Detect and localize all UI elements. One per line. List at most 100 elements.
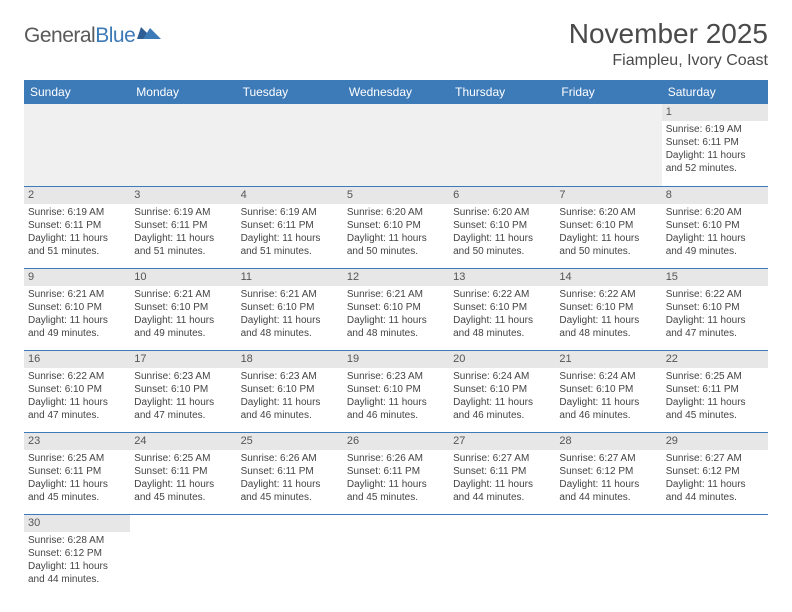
sunrise-line: Sunrise: 6:20 AM: [666, 206, 764, 219]
sunrise-line: Sunrise: 6:19 AM: [28, 206, 126, 219]
sunrise-line: Sunrise: 6:19 AM: [241, 206, 339, 219]
daylight-line: Daylight: 11 hours and 46 minutes.: [453, 396, 551, 422]
sunset-line: Sunset: 6:12 PM: [559, 465, 657, 478]
daylight-line: Daylight: 11 hours and 46 minutes.: [347, 396, 445, 422]
sunrise-line: Sunrise: 6:25 AM: [666, 370, 764, 383]
day-details: Sunrise: 6:20 AMSunset: 6:10 PMDaylight:…: [449, 204, 555, 261]
day-number: 13: [449, 269, 555, 286]
day-number: 7: [555, 187, 661, 204]
sunset-line: Sunset: 6:11 PM: [347, 465, 445, 478]
day-details: Sunrise: 6:23 AMSunset: 6:10 PMDaylight:…: [343, 368, 449, 425]
day-number: 26: [343, 433, 449, 450]
daylight-line: Daylight: 11 hours and 50 minutes.: [453, 232, 551, 258]
calendar-cell: 14Sunrise: 6:22 AMSunset: 6:10 PMDayligh…: [555, 268, 661, 350]
day-number: 24: [130, 433, 236, 450]
location: Fiampleu, Ivory Coast: [569, 52, 768, 70]
month-title: November 2025: [569, 18, 768, 50]
day-number: 25: [237, 433, 343, 450]
day-details: Sunrise: 6:28 AMSunset: 6:12 PMDaylight:…: [24, 532, 130, 589]
sunset-line: Sunset: 6:10 PM: [559, 301, 657, 314]
calendar-cell: [343, 514, 449, 596]
calendar-page: General Blue November 2025 Fiampleu, Ivo…: [0, 0, 792, 606]
calendar-table: SundayMondayTuesdayWednesdayThursdayFrid…: [24, 80, 768, 596]
header: General Blue November 2025 Fiampleu, Ivo…: [24, 18, 768, 70]
daylight-line: Daylight: 11 hours and 45 minutes.: [666, 396, 764, 422]
day-number: 22: [662, 351, 768, 368]
day-details: Sunrise: 6:21 AMSunset: 6:10 PMDaylight:…: [130, 286, 236, 343]
day-header: Monday: [130, 80, 236, 104]
calendar-cell: [237, 104, 343, 186]
daylight-line: Daylight: 11 hours and 51 minutes.: [28, 232, 126, 258]
day-details: Sunrise: 6:23 AMSunset: 6:10 PMDaylight:…: [130, 368, 236, 425]
daylight-line: Daylight: 11 hours and 52 minutes.: [666, 149, 764, 175]
daylight-line: Daylight: 11 hours and 50 minutes.: [559, 232, 657, 258]
calendar-cell: [130, 514, 236, 596]
day-details: Sunrise: 6:27 AMSunset: 6:12 PMDaylight:…: [662, 450, 768, 507]
sunset-line: Sunset: 6:10 PM: [241, 301, 339, 314]
sunset-line: Sunset: 6:10 PM: [241, 383, 339, 396]
day-header: Thursday: [449, 80, 555, 104]
sunrise-line: Sunrise: 6:21 AM: [347, 288, 445, 301]
sunrise-line: Sunrise: 6:20 AM: [347, 206, 445, 219]
sunrise-line: Sunrise: 6:21 AM: [241, 288, 339, 301]
day-number: 8: [662, 187, 768, 204]
day-header-row: SundayMondayTuesdayWednesdayThursdayFrid…: [24, 80, 768, 104]
day-details: Sunrise: 6:26 AMSunset: 6:11 PMDaylight:…: [237, 450, 343, 507]
day-details: Sunrise: 6:20 AMSunset: 6:10 PMDaylight:…: [555, 204, 661, 261]
day-details: Sunrise: 6:21 AMSunset: 6:10 PMDaylight:…: [237, 286, 343, 343]
sunset-line: Sunset: 6:11 PM: [134, 219, 232, 232]
day-details: Sunrise: 6:20 AMSunset: 6:10 PMDaylight:…: [662, 204, 768, 261]
sunset-line: Sunset: 6:10 PM: [453, 219, 551, 232]
calendar-cell: 1Sunrise: 6:19 AMSunset: 6:11 PMDaylight…: [662, 104, 768, 186]
calendar-cell: 3Sunrise: 6:19 AMSunset: 6:11 PMDaylight…: [130, 186, 236, 268]
day-number: 6: [449, 187, 555, 204]
day-details: Sunrise: 6:24 AMSunset: 6:10 PMDaylight:…: [449, 368, 555, 425]
sunrise-line: Sunrise: 6:19 AM: [134, 206, 232, 219]
sunrise-line: Sunrise: 6:22 AM: [28, 370, 126, 383]
sunrise-line: Sunrise: 6:19 AM: [666, 123, 764, 136]
day-header: Friday: [555, 80, 661, 104]
calendar-cell: 10Sunrise: 6:21 AMSunset: 6:10 PMDayligh…: [130, 268, 236, 350]
daylight-line: Daylight: 11 hours and 46 minutes.: [241, 396, 339, 422]
sunset-line: Sunset: 6:10 PM: [347, 301, 445, 314]
day-details: Sunrise: 6:24 AMSunset: 6:10 PMDaylight:…: [555, 368, 661, 425]
calendar-cell: 7Sunrise: 6:20 AMSunset: 6:10 PMDaylight…: [555, 186, 661, 268]
sunset-line: Sunset: 6:11 PM: [134, 465, 232, 478]
day-number: 15: [662, 269, 768, 286]
day-details: Sunrise: 6:27 AMSunset: 6:12 PMDaylight:…: [555, 450, 661, 507]
calendar-cell: 21Sunrise: 6:24 AMSunset: 6:10 PMDayligh…: [555, 350, 661, 432]
calendar-cell: 13Sunrise: 6:22 AMSunset: 6:10 PMDayligh…: [449, 268, 555, 350]
sunrise-line: Sunrise: 6:25 AM: [28, 452, 126, 465]
calendar-cell: [343, 104, 449, 186]
sunrise-line: Sunrise: 6:20 AM: [453, 206, 551, 219]
daylight-line: Daylight: 11 hours and 48 minutes.: [347, 314, 445, 340]
sunrise-line: Sunrise: 6:24 AM: [559, 370, 657, 383]
day-details: Sunrise: 6:19 AMSunset: 6:11 PMDaylight:…: [24, 204, 130, 261]
day-details: Sunrise: 6:25 AMSunset: 6:11 PMDaylight:…: [130, 450, 236, 507]
sunrise-line: Sunrise: 6:20 AM: [559, 206, 657, 219]
calendar-cell: 28Sunrise: 6:27 AMSunset: 6:12 PMDayligh…: [555, 432, 661, 514]
daylight-line: Daylight: 11 hours and 49 minutes.: [666, 232, 764, 258]
daylight-line: Daylight: 11 hours and 47 minutes.: [666, 314, 764, 340]
daylight-line: Daylight: 11 hours and 51 minutes.: [241, 232, 339, 258]
daylight-line: Daylight: 11 hours and 44 minutes.: [559, 478, 657, 504]
calendar-cell: [449, 514, 555, 596]
day-details: Sunrise: 6:21 AMSunset: 6:10 PMDaylight:…: [24, 286, 130, 343]
title-block: November 2025 Fiampleu, Ivory Coast: [569, 18, 768, 70]
calendar-cell: 29Sunrise: 6:27 AMSunset: 6:12 PMDayligh…: [662, 432, 768, 514]
day-number: 11: [237, 269, 343, 286]
sunrise-line: Sunrise: 6:26 AM: [241, 452, 339, 465]
day-number: 3: [130, 187, 236, 204]
calendar-cell: 23Sunrise: 6:25 AMSunset: 6:11 PMDayligh…: [24, 432, 130, 514]
daylight-line: Daylight: 11 hours and 47 minutes.: [28, 396, 126, 422]
daylight-line: Daylight: 11 hours and 49 minutes.: [134, 314, 232, 340]
calendar-cell: [662, 514, 768, 596]
logo-text-general: General: [24, 24, 95, 48]
sunset-line: Sunset: 6:10 PM: [666, 219, 764, 232]
calendar-body: 1Sunrise: 6:19 AMSunset: 6:11 PMDaylight…: [24, 104, 768, 596]
day-details: Sunrise: 6:19 AMSunset: 6:11 PMDaylight:…: [130, 204, 236, 261]
day-details: Sunrise: 6:21 AMSunset: 6:10 PMDaylight:…: [343, 286, 449, 343]
sunset-line: Sunset: 6:10 PM: [559, 383, 657, 396]
sunset-line: Sunset: 6:11 PM: [28, 465, 126, 478]
sunset-line: Sunset: 6:10 PM: [347, 383, 445, 396]
